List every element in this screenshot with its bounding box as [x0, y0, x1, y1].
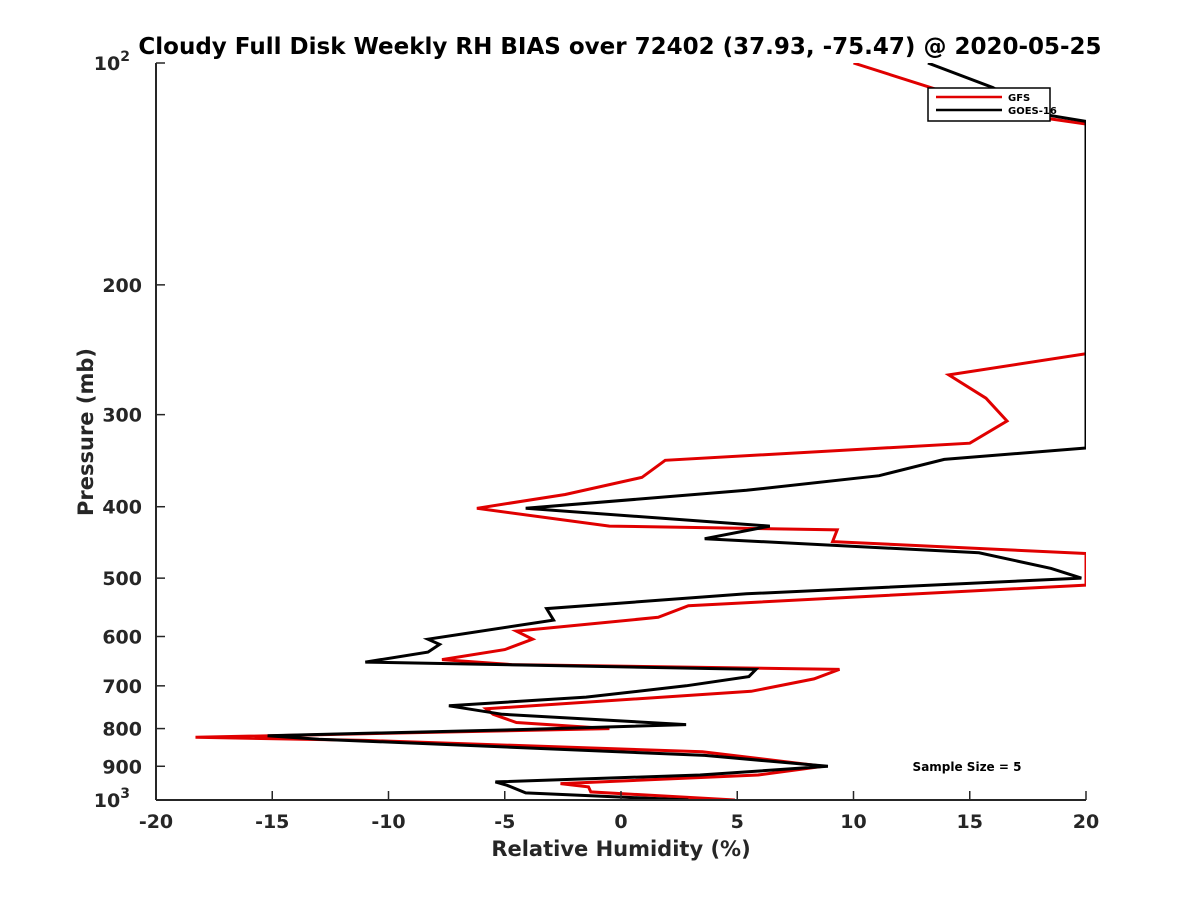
series-line-goes-16: [267, 63, 1086, 800]
y-tick-label: 500: [102, 568, 142, 590]
legend-box: [927, 87, 1051, 122]
sample-size-annotation: Sample Size = 5: [913, 760, 1022, 774]
series-layer: [195, 63, 1086, 800]
x-tick-label: -20: [139, 811, 173, 833]
x-tick-label: -15: [255, 811, 289, 833]
y-tick-label: 103: [94, 786, 130, 812]
y-tick-base: 10: [94, 790, 120, 812]
legend-label-gfs: GFS: [1008, 93, 1030, 104]
y-tick-base: 10: [94, 53, 120, 75]
y-tick-label: 900: [102, 756, 142, 778]
y-tick-label: 200: [102, 275, 142, 297]
legend: GFS GOES-16: [927, 87, 1057, 122]
series-line-gfs: [195, 63, 1086, 800]
x-tick-label: -5: [494, 811, 515, 833]
legend-label-goes16: GOES-16: [1008, 106, 1057, 117]
x-tick-label: 20: [1073, 811, 1099, 833]
y-tick-label: 102: [94, 49, 130, 75]
x-tick-label: 5: [731, 811, 744, 833]
y-tick-label: 800: [102, 719, 142, 741]
plot-area: -20 -15 -10 -5 0 5 10 15 20 10220030040050060070…: [94, 49, 1099, 833]
y-tick-exponent: 2: [120, 49, 130, 65]
y-tick-exponent: 3: [120, 786, 130, 802]
y-axis-label: Pressure (mb): [74, 348, 98, 516]
y-tick-label: 600: [102, 626, 142, 648]
x-axis-ticks: -20 -15 -10 -5 0 5 10 15 20: [139, 791, 1099, 833]
x-tick-label: 0: [614, 811, 627, 833]
x-tick-label: -10: [371, 811, 405, 833]
x-axis-label: Relative Humidity (%): [491, 837, 750, 861]
y-tick-label: 400: [102, 497, 142, 519]
x-tick-label: 10: [840, 811, 866, 833]
y-tick-label: 700: [102, 676, 142, 698]
x-tick-label: 15: [957, 811, 983, 833]
chart-title: Cloudy Full Disk Weekly RH BIAS over 724…: [138, 34, 1101, 60]
y-tick-label: 300: [102, 405, 142, 427]
